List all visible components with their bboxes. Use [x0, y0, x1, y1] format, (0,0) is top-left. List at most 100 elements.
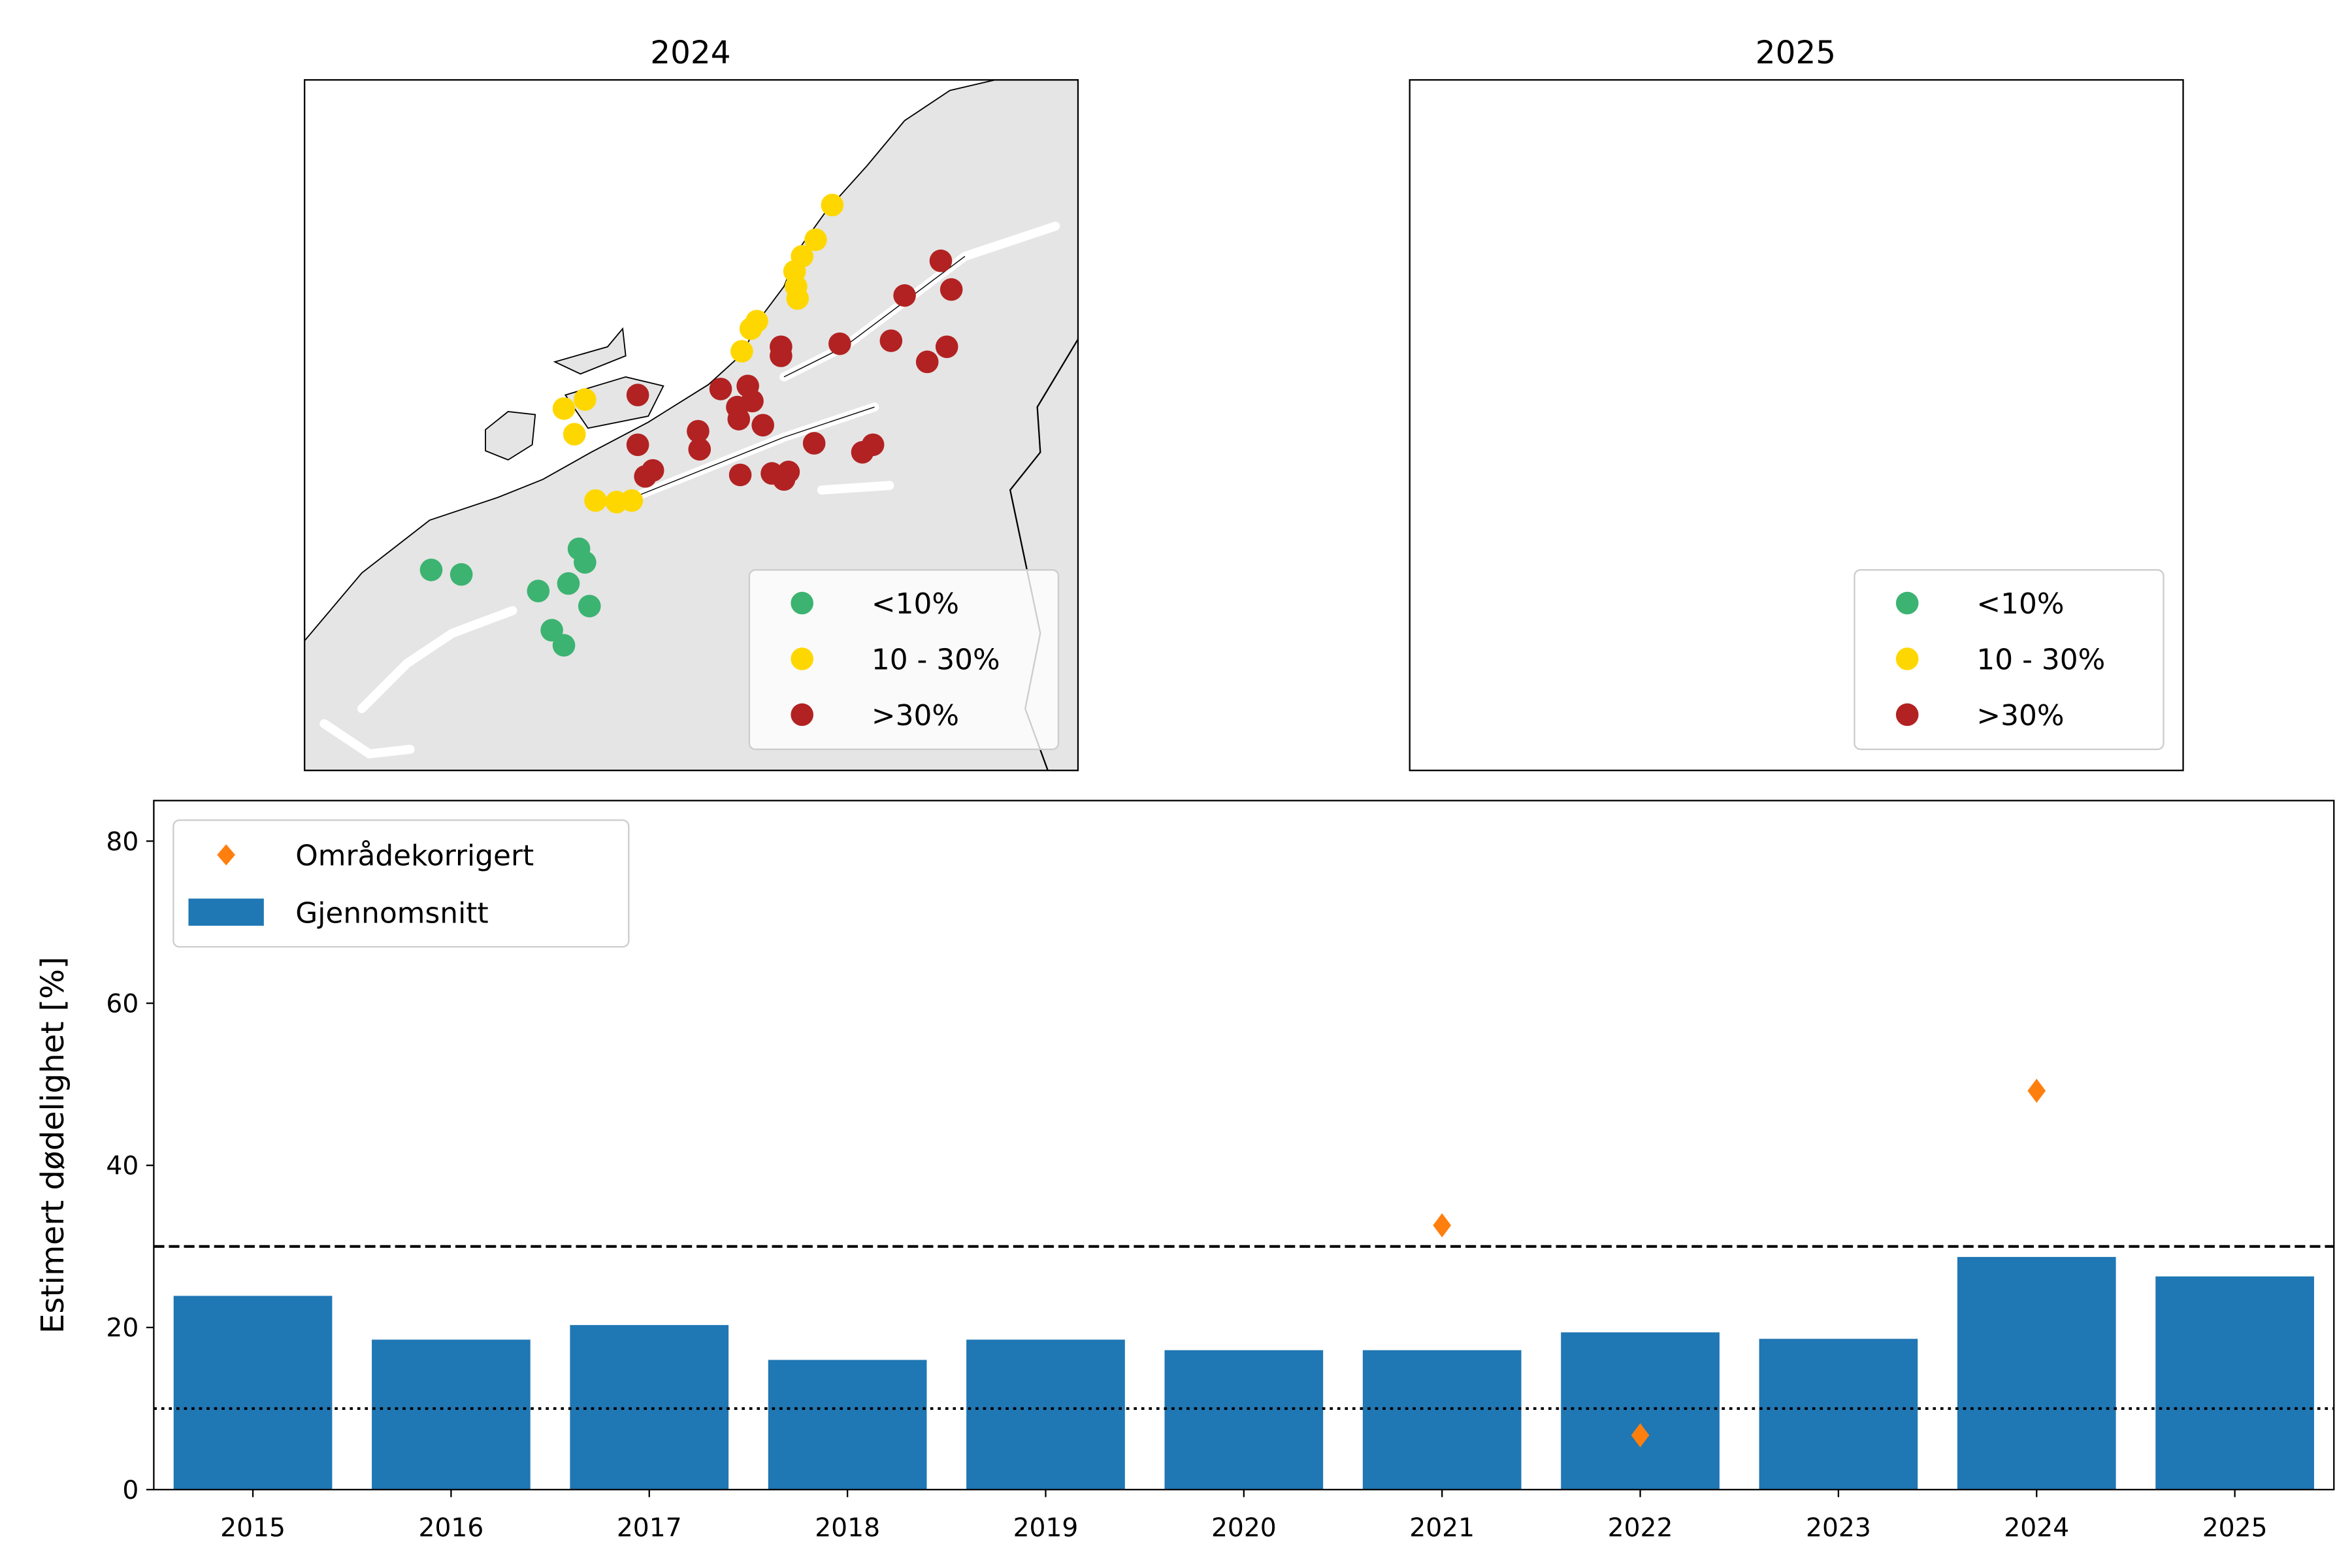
site-marker — [879, 329, 903, 352]
x-tick-label: 2025 — [2202, 1514, 2268, 1543]
site-marker — [730, 340, 753, 363]
site-marker — [2040, 335, 2063, 358]
site-marker — [540, 619, 563, 642]
x-tick-label: 2021 — [1409, 1514, 1475, 1543]
site-marker — [1668, 423, 1691, 446]
site-marker — [1878, 468, 1901, 491]
site-marker — [557, 572, 580, 595]
site-marker — [552, 397, 576, 420]
site-marker — [1555, 563, 1578, 586]
site-marker — [2045, 278, 2068, 301]
island — [485, 411, 536, 461]
site-marker — [584, 489, 607, 512]
site-marker — [1731, 384, 1754, 406]
fjord — [1927, 485, 1995, 490]
site-marker — [1658, 397, 1680, 420]
bar-2025 — [2155, 1276, 2314, 1490]
site-marker — [578, 595, 601, 617]
legend-box — [1854, 569, 2164, 751]
x-tick-label: 2018 — [815, 1514, 880, 1543]
site-marker — [1658, 634, 1680, 657]
y-tick-label: 20 — [106, 1314, 139, 1343]
map-2025: 2025 <10% 10 - 30% >30% — [1409, 35, 2184, 772]
y-tick-label: 60 — [106, 989, 139, 1019]
fjord — [357, 606, 517, 713]
site-marker — [1814, 378, 1837, 400]
site-marker — [1875, 344, 1898, 367]
site-marker — [1908, 432, 1931, 455]
site-marker — [1831, 396, 1854, 419]
legend-marker — [1895, 591, 1919, 615]
site-marker — [935, 335, 958, 359]
site-marker — [1739, 465, 1762, 488]
site-marker — [1851, 310, 1874, 333]
site-marker — [419, 559, 443, 581]
site-marker — [1999, 284, 2021, 307]
site-marker — [1673, 538, 1695, 561]
map-frame — [304, 79, 1079, 772]
site-marker — [1891, 287, 1914, 310]
x-tick-label: 2015 — [220, 1514, 286, 1543]
site-marker — [915, 350, 939, 374]
site-marker — [1910, 229, 1933, 252]
legend-label: >30% — [1976, 699, 2064, 732]
x-tick-label: 2019 — [1013, 1514, 1079, 1543]
site-marker — [709, 378, 732, 400]
map-legend: <10% 10 - 30% >30% — [748, 569, 1060, 751]
map-legend: <10% 10 - 30% >30% — [1854, 569, 2164, 751]
map-title: 2024 — [650, 35, 730, 71]
site-marker — [2021, 351, 2044, 374]
bar-2020 — [1164, 1350, 1324, 1490]
site-marker — [939, 278, 963, 301]
legend-marker — [1895, 647, 1919, 670]
legend-label: Gjennomsnitt — [295, 896, 488, 930]
site-marker — [1792, 420, 1815, 443]
site-marker — [1857, 414, 1880, 436]
site-marker — [688, 438, 711, 461]
site-marker — [1956, 441, 1979, 464]
bar-2018 — [768, 1360, 927, 1490]
x-tick-label: 2024 — [2004, 1514, 2069, 1543]
site-marker — [1632, 580, 1655, 602]
site-marker — [626, 433, 649, 457]
site-marker — [802, 432, 826, 455]
bar-2022 — [1561, 1332, 1720, 1490]
site-marker — [574, 388, 596, 411]
site-marker — [1690, 489, 1712, 512]
site-marker — [552, 634, 576, 657]
island — [1660, 329, 1731, 374]
site-marker — [449, 563, 473, 586]
bar-2023 — [1759, 1339, 1918, 1490]
fjord-shore — [1739, 407, 1980, 497]
site-marker — [1882, 461, 1905, 483]
site-marker — [804, 228, 827, 252]
site-marker — [1793, 438, 1816, 461]
site-marker — [786, 287, 809, 310]
chart-legend: Områdekorrigert Gjennomsnitt — [172, 819, 630, 948]
fjord-shore — [783, 255, 966, 378]
site-marker — [1875, 335, 1898, 358]
fjord — [1739, 407, 1980, 497]
legend-label: <10% — [872, 587, 959, 621]
island — [1671, 377, 1769, 428]
site-marker — [1834, 464, 1857, 487]
site-marker — [1836, 340, 1859, 363]
mortality-bar-chart: 2015 2016 2017 2018 2019 2020 2021 2022 2023 2024… — [35, 800, 2335, 1543]
site-marker — [751, 414, 774, 437]
site-marker — [634, 465, 657, 488]
site-marker — [574, 551, 596, 574]
legend-label: >30% — [872, 699, 959, 732]
marker-2021 — [1433, 1213, 1452, 1237]
site-marker — [893, 284, 916, 307]
map-frame — [1409, 79, 2184, 772]
site-marker — [1746, 459, 1769, 482]
legend-marker — [1895, 703, 1919, 727]
bar-2015 — [173, 1296, 333, 1490]
x-tick-label: 2023 — [1806, 1514, 1871, 1543]
legend-box — [172, 819, 630, 948]
y-tick-label: 0 — [122, 1476, 139, 1505]
fjord — [319, 719, 415, 759]
site-marker — [1926, 194, 1949, 217]
site-marker — [1844, 318, 1867, 340]
legend-swatch-gjennomsnitt — [188, 898, 264, 926]
